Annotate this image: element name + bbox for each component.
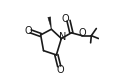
Text: O: O [79,28,87,38]
Text: O: O [56,65,64,75]
Text: O: O [24,26,32,36]
Text: O: O [62,14,69,24]
Text: N: N [59,32,66,42]
Polygon shape [48,17,51,29]
